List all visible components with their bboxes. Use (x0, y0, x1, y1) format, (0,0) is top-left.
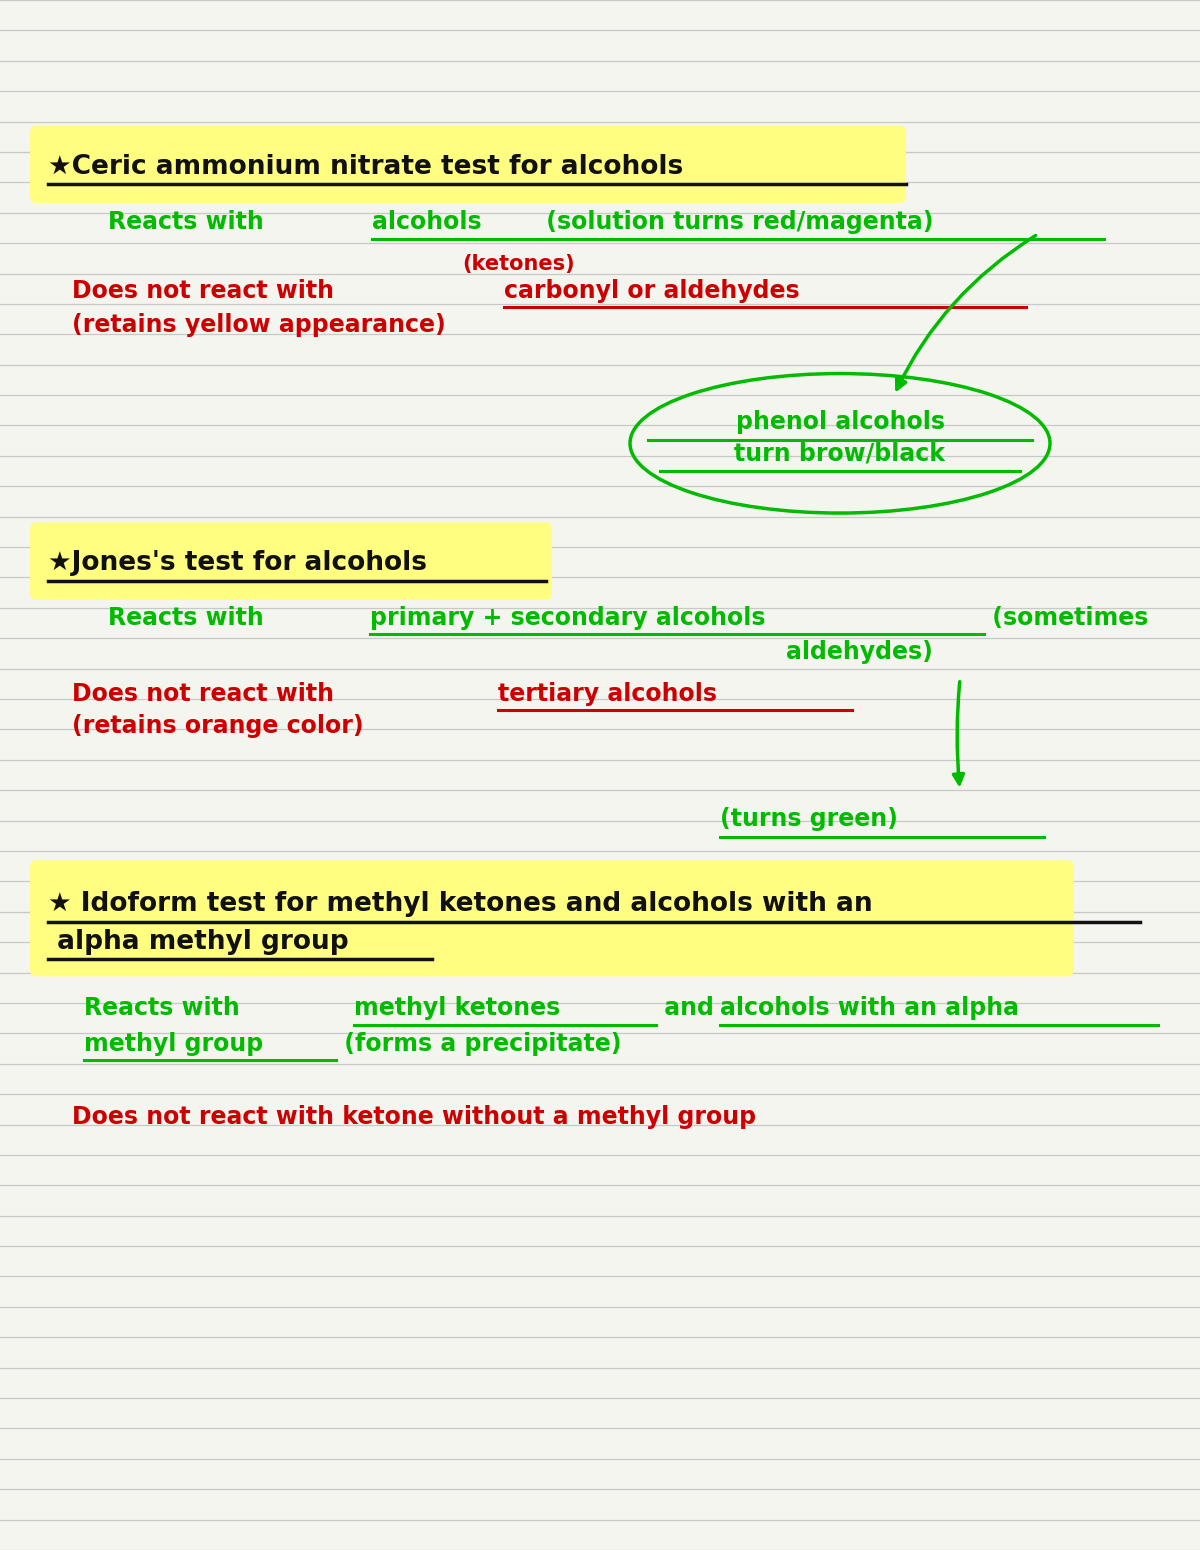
Text: Does not react with: Does not react with (72, 279, 342, 302)
Text: and: and (656, 997, 722, 1020)
Text: alcohols: alcohols (372, 211, 481, 234)
Text: (retains yellow appearance): (retains yellow appearance) (72, 313, 445, 336)
Text: tertiary alcohols: tertiary alcohols (498, 682, 718, 705)
Text: Reacts with: Reacts with (108, 211, 272, 234)
Text: turn brow/black: turn brow/black (734, 442, 946, 465)
Text: (sometimes: (sometimes (984, 606, 1148, 629)
Text: carbonyl or aldehydes: carbonyl or aldehydes (504, 279, 799, 302)
Text: (solution turns red/magenta): (solution turns red/magenta) (538, 211, 934, 234)
Text: aldehydes): aldehydes) (786, 640, 932, 663)
Text: (turns green): (turns green) (720, 808, 898, 831)
Text: alcohols with an alpha: alcohols with an alpha (720, 997, 1019, 1020)
FancyBboxPatch shape (30, 126, 906, 203)
Text: ★Jones's test for alcohols: ★Jones's test for alcohols (48, 550, 427, 577)
Text: Reacts with: Reacts with (108, 606, 272, 629)
Text: (forms a precipitate): (forms a precipitate) (336, 1032, 622, 1056)
Text: alpha methyl group: alpha methyl group (48, 928, 349, 955)
Text: Does not react with: Does not react with (72, 682, 342, 705)
Text: primary + secondary alcohols: primary + secondary alcohols (370, 606, 766, 629)
Text: Reacts with: Reacts with (84, 997, 248, 1020)
Text: ★Ceric ammonium nitrate test for alcohols: ★Ceric ammonium nitrate test for alcohol… (48, 153, 683, 180)
FancyBboxPatch shape (30, 860, 1074, 976)
Text: ★ Idoform test for methyl ketones and alcohols with an: ★ Idoform test for methyl ketones and al… (48, 891, 872, 918)
FancyBboxPatch shape (30, 522, 552, 600)
Text: Does not react with ketone without a methyl group: Does not react with ketone without a met… (72, 1105, 756, 1128)
Text: methyl group: methyl group (84, 1032, 263, 1056)
Text: methyl ketones: methyl ketones (354, 997, 560, 1020)
Text: (retains orange color): (retains orange color) (72, 715, 364, 738)
Text: (ketones): (ketones) (462, 254, 575, 274)
Text: phenol alcohols: phenol alcohols (736, 411, 944, 434)
